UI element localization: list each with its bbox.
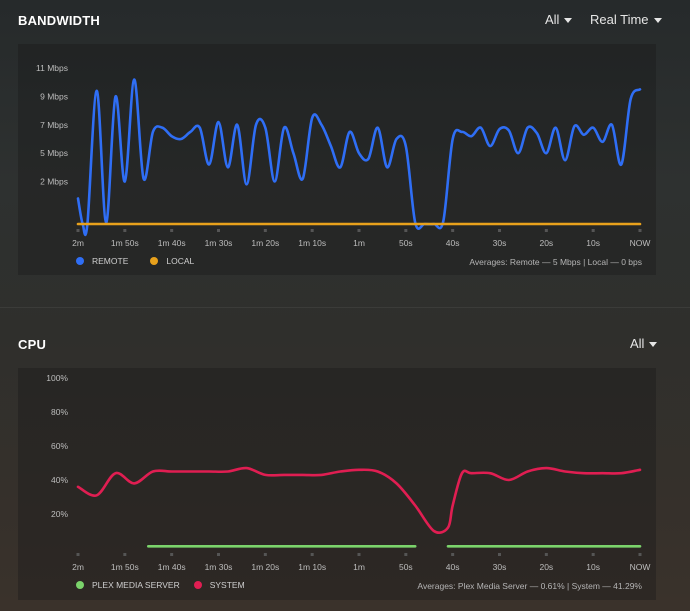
x-tick-label: 50s (399, 562, 413, 572)
bandwidth-legend: REMOTE LOCAL (76, 256, 216, 266)
x-tick-label: 1m 50s (111, 562, 139, 572)
legend-item-plex-media-server[interactable]: PLEX MEDIA SERVER (76, 580, 180, 590)
x-tick-label: 20s (539, 562, 553, 572)
legend-dot (150, 257, 159, 265)
x-tick-label: 30s (493, 238, 507, 248)
x-tick-mark (123, 553, 127, 556)
bandwidth-chart: 11 Mbps 9 Mbps 7 Mbps 5 Mbps 2 Mbps 2m 1m 50s 1… (36, 63, 651, 248)
x-tick-mark (451, 553, 455, 556)
x-tick-label: 1m 40s (158, 238, 186, 248)
x-tick-mark (451, 229, 455, 232)
x-tick-label: NOW (630, 562, 651, 572)
legend-label: PLEX MEDIA SERVER (92, 580, 180, 590)
x-tick-mark (76, 229, 80, 232)
x-tick-label: 1m (353, 238, 365, 248)
chevron-down-icon (564, 17, 573, 23)
y-tick-label: 11 Mbps (36, 63, 68, 73)
cpu-chart-panel: 100% 80% 60% 40% 20% 2m 1m 50s 1m 40s 1m 30s 1m 2… (18, 368, 656, 600)
x-tick-mark (170, 229, 174, 232)
series-line-system (76, 466, 642, 534)
x-tick-label: 1m 50s (111, 238, 139, 248)
legend-label: REMOTE (92, 256, 129, 266)
legend-dot (76, 257, 84, 265)
y-tick-label: 7 Mbps (40, 120, 68, 130)
legend-label: LOCAL (166, 256, 195, 266)
series-line-remote (76, 78, 642, 237)
x-tick-label: 1m 20s (251, 562, 279, 572)
x-tick-label: 2m (72, 238, 84, 248)
x-tick-label: 20s (539, 238, 553, 248)
bandwidth-range-dropdown[interactable]: Real Time (590, 12, 662, 27)
x-tick-label: 40s (446, 238, 460, 248)
y-tick-label: 9 Mbps (40, 92, 68, 102)
x-tick-mark (544, 229, 548, 232)
cpu-filter-label: All (630, 336, 645, 351)
cpu-filter-dropdown[interactable]: All (630, 336, 658, 351)
y-tick-label: 2 Mbps (40, 177, 68, 187)
y-tick-label: 60% (51, 441, 68, 451)
x-tick-label: 30s (493, 562, 507, 572)
legend-dot (76, 581, 84, 589)
x-tick-label: 1m 40s (158, 562, 186, 572)
x-tick-label: 2m (72, 562, 84, 572)
y-tick-label: 100% (46, 373, 68, 383)
x-tick-label: 40s (446, 562, 460, 572)
cpu-chart: 100% 80% 60% 40% 20% 2m 1m 50s 1m 40s 1m 30s 1m 2… (46, 373, 651, 572)
x-tick-label: 10s (586, 238, 600, 248)
chevron-down-icon (653, 17, 662, 23)
x-tick-mark (76, 553, 80, 556)
legend-item-remote[interactable]: REMOTE (76, 256, 128, 266)
bandwidth-filter-label: All (545, 12, 560, 27)
cpu-title: CPU (18, 337, 47, 352)
x-tick-label: 1m 30s (205, 562, 233, 572)
x-tick-label: 1m 30s (205, 238, 233, 248)
cpu-averages: Averages: Plex Media Server — 0.61% | Sy… (417, 581, 642, 591)
x-tick-mark (263, 553, 267, 556)
x-tick-mark (123, 229, 127, 232)
x-tick-mark (404, 229, 408, 232)
y-tick-label: 40% (51, 475, 68, 485)
x-tick-mark (310, 229, 314, 232)
x-tick-mark (638, 553, 642, 556)
x-tick-label: 1m 20s (251, 238, 279, 248)
x-tick-mark (217, 553, 220, 556)
x-tick-label: NOW (630, 238, 651, 248)
x-tick-mark (170, 553, 174, 556)
bandwidth-filter-dropdown[interactable]: All (545, 12, 573, 27)
legend-dot (193, 581, 202, 589)
y-tick-label: 80% (51, 407, 68, 417)
bandwidth-averages: Averages: Remote — 5 Mbps | Local — 0 bp… (469, 257, 642, 267)
x-tick-label: 1m 10s (298, 562, 326, 572)
bandwidth-title: BANDWIDTH (18, 13, 100, 28)
x-tick-mark (263, 229, 267, 232)
section-divider (0, 307, 690, 308)
cpu-legend: PLEX MEDIA SERVER SYSTEM (76, 580, 267, 590)
x-tick-label: 1m 10s (298, 238, 326, 248)
x-tick-label: 10s (586, 562, 600, 572)
bandwidth-chart-panel: 11 Mbps 9 Mbps 7 Mbps 5 Mbps 2 Mbps 2m 1m 50s 1… (18, 44, 656, 275)
bandwidth-range-label: Real Time (590, 12, 649, 27)
legend-item-system[interactable]: SYSTEM (193, 580, 245, 590)
x-tick-mark (591, 553, 595, 556)
x-tick-mark (404, 553, 408, 556)
x-tick-mark (217, 229, 220, 232)
x-tick-label: 1m (353, 562, 365, 572)
x-tick-mark (498, 229, 501, 232)
legend-item-local[interactable]: LOCAL (150, 256, 194, 266)
x-tick-label: 50s (399, 238, 413, 248)
x-tick-mark (498, 553, 501, 556)
y-tick-label: 20% (51, 509, 68, 519)
x-tick-mark (591, 229, 595, 232)
legend-label: SYSTEM (209, 580, 245, 590)
y-tick-label: 5 Mbps (40, 148, 68, 158)
x-tick-mark (357, 229, 361, 232)
x-tick-mark (544, 553, 548, 556)
x-tick-mark (310, 553, 314, 556)
x-tick-mark (638, 229, 642, 232)
chevron-down-icon (649, 341, 658, 347)
x-tick-mark (357, 553, 361, 556)
